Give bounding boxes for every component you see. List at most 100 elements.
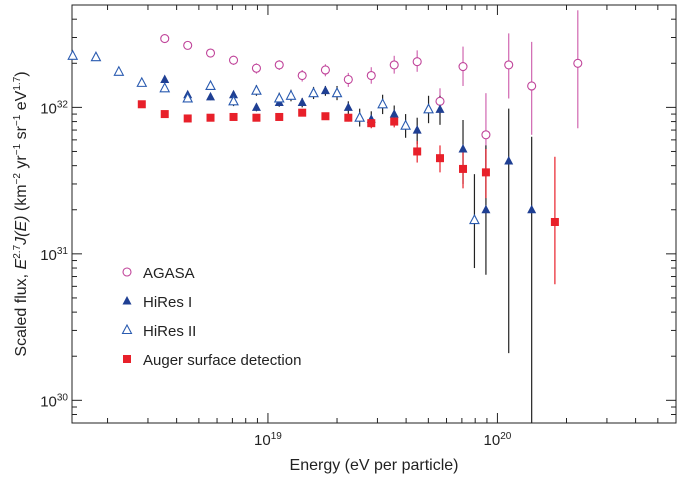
agasa-point: [320, 65, 330, 75]
auger-surface-detection-point: [160, 110, 169, 119]
auger-surface-detection-point: [481, 168, 490, 177]
auger-surface-detection-point: [206, 113, 215, 122]
y-axis-label-part: ): [13, 71, 30, 76]
hires-i-point: [206, 91, 216, 101]
legend-marker-auger-surface-detection: [123, 355, 131, 363]
legend-label-agasa: AGASA: [143, 265, 195, 282]
hires-ii-point: [354, 111, 366, 122]
auger-surface-detection-point: [275, 112, 284, 121]
hires-ii-point: [377, 98, 389, 109]
y-minor-ticks: [72, 18, 676, 424]
agasa-point: [458, 61, 468, 72]
y-tick-label: 1032: [40, 99, 68, 117]
y-axis-label-part: E: [13, 258, 30, 269]
auger-surface-detection-point: [344, 113, 353, 122]
x-axis-label: Energy (eV per particle): [290, 457, 459, 474]
hires-ii-point: [205, 79, 216, 91]
agasa-point: [297, 70, 307, 81]
x-tick-labels: 1019 1020: [254, 431, 512, 449]
y-tick-exponent: 31: [57, 246, 69, 257]
hires-ii-point: [251, 84, 262, 95]
x-minor-ticks: [107, 5, 677, 423]
agasa-point: [481, 130, 491, 140]
auger-surface-detection-point: [413, 147, 422, 156]
legend-marker-hires-i: [122, 296, 132, 305]
hires-i-point: [527, 204, 537, 214]
hires-i-point: [251, 102, 261, 111]
hires-ii-point: [228, 95, 239, 106]
y-axis-label-part: −1: [12, 114, 23, 126]
plot-frame: [71, 4, 677, 424]
agasa-point: [435, 96, 445, 106]
y-axis-label-part: J(E): [13, 216, 30, 246]
hires-i-point: [160, 74, 170, 83]
auger-surface-detection-point: [459, 164, 468, 173]
x-tick-base: 10: [484, 432, 501, 449]
y-axis-label-part: eV: [13, 90, 30, 114]
y-axis-label-part: sr: [13, 125, 30, 143]
agasa-point: [527, 81, 537, 91]
hires-i-point: [389, 109, 399, 118]
agasa-point: [573, 58, 583, 68]
y-tick-base: 10: [40, 247, 57, 264]
hires-ii-point: [400, 119, 412, 130]
auger-surface-detection-point: [550, 217, 559, 226]
hires-ii-point: [469, 213, 480, 225]
hires-ii-point: [285, 89, 297, 100]
hires-i-point: [343, 102, 353, 111]
agasa-point: [160, 34, 170, 44]
y-tick-exponent: 32: [57, 99, 69, 110]
y-axis-label-part: Scaled flux,: [13, 269, 30, 356]
agasa-point: [389, 60, 399, 70]
y-tick-label: 1030: [40, 392, 68, 410]
hires-ii-point: [182, 92, 194, 103]
y-tick-label: 1031: [40, 246, 68, 264]
hires-ii-point: [159, 82, 171, 93]
hires-ii-point: [331, 87, 343, 98]
agasa-point: [205, 48, 216, 58]
y-axis-label-part: (km: [13, 184, 30, 215]
hires-ii-point: [308, 87, 319, 98]
hires-i-point: [229, 89, 239, 99]
legend-label-auger-surface-detection: Auger surface detection: [143, 352, 301, 369]
agasa-point: [412, 57, 422, 67]
hires-i-point: [412, 125, 422, 134]
auger-surface-detection-point: [298, 108, 307, 117]
data-markers: [67, 34, 583, 226]
auger-surface-detection-point: [229, 112, 238, 121]
y-axis-label-part: 2.7: [12, 244, 23, 258]
agasa-point: [228, 55, 239, 65]
y-axis-label-part: −2: [12, 173, 23, 185]
hires-i-point: [435, 104, 445, 113]
hires-ii-point: [90, 51, 102, 62]
hires-ii-point: [67, 49, 79, 60]
hires-ii-point: [273, 92, 285, 103]
y-axis-label-part: yr: [13, 155, 30, 173]
legend-label-hires-i: HiRes I: [143, 294, 192, 311]
auger-surface-detection-point: [183, 114, 192, 123]
auger-surface-detection-point: [435, 154, 444, 163]
y-tick-base: 10: [40, 100, 57, 117]
agasa-point: [343, 74, 353, 85]
x-tick-exponent: 20: [500, 431, 512, 442]
y-axis-label-part: −1: [12, 143, 23, 155]
agasa-point: [274, 60, 284, 70]
hires-i-point: [458, 143, 468, 153]
auger-surface-detection-point: [321, 112, 330, 121]
agasa-point: [504, 60, 514, 70]
hires-i-point: [481, 204, 491, 214]
y-tick-exponent: 30: [57, 392, 69, 403]
agasa-point: [366, 70, 376, 81]
agasa-point: [251, 63, 261, 73]
hires-i-point: [320, 85, 330, 95]
agasa-point: [183, 40, 193, 50]
legend-label-hires-ii: HiRes II: [143, 323, 196, 340]
x-tick-label: 1019: [254, 431, 282, 449]
auger-surface-detection-point: [252, 113, 261, 122]
hires-ii-point: [113, 65, 125, 76]
hires-i-point: [504, 156, 514, 165]
legend-marker-hires-ii: [121, 323, 133, 335]
y-tick-base: 10: [40, 393, 57, 410]
